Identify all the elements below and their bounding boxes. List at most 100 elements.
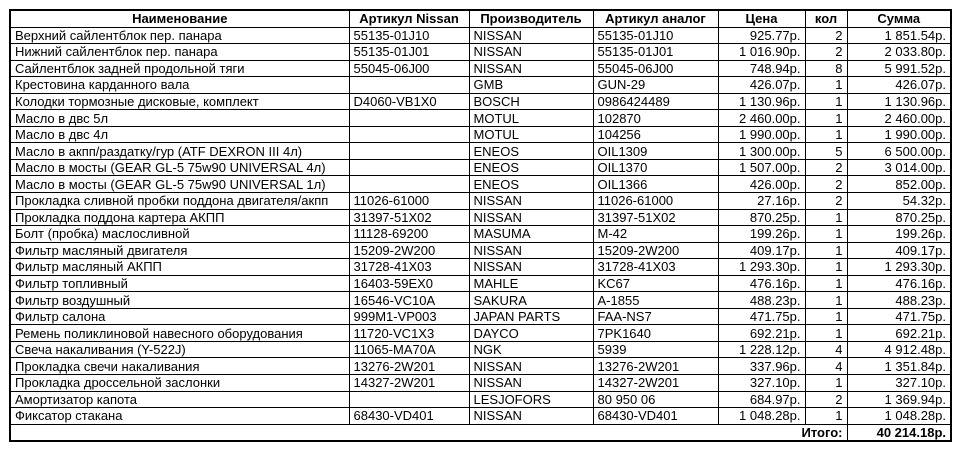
cell-name: Фильтр топливный [9,274,350,293]
cell-manufacturer: DAYCO [468,324,594,342]
table-row: Фильтр салона 999M1-VP003 JAPAN PARTS FAA-N… [9,307,952,326]
cell-qty: 1 [804,109,848,127]
cell-manufacturer: MASUMA [468,225,594,243]
cell-name: Крестовина карданного вала [9,76,350,94]
cell-price: 1 016.90р. [717,43,806,61]
cell-manufacturer: LESJOFORS [468,390,594,409]
cell-article-nissan: 31728-41X03 [348,258,470,276]
table-row: Колодки тормозные дисковые, комплект D406… [9,92,952,111]
column-header-article-analog: Артикул аналог [592,9,719,28]
cell-manufacturer: MOTUL [468,109,594,127]
cell-price: 199.26р. [717,225,806,243]
cell-article-analog: 80 950 06 [592,390,719,409]
cell-sum: 1 990.00р. [846,125,952,144]
cell-article-nissan: 11128-69200 [348,225,470,243]
cell-article-nissan: 16403-59EX0 [348,274,470,293]
column-header-article-nissan: Артикул Nissan [348,9,470,28]
table-row: Фильтр масляный двигателя 15209-2W200 NISS… [9,241,952,260]
table-row: Свеча накаливания (Y-522J) 11065-MA70A NGK… [9,340,952,359]
table-row: Сайлентблок задней продольной тяги 55045-… [9,59,952,78]
cell-price: 426.00р. [717,175,806,194]
cell-name: Ремень поликлиновой навесного оборудован… [9,324,350,342]
cell-article-analog: 31397-51X02 [592,208,719,227]
cell-price: 27.16р. [717,192,806,210]
cell-name: Амортизатор капота [9,390,350,409]
cell-sum: 6 500.00р. [846,142,952,160]
table-row: Масло в мосты (GEAR GL-5 75w90 UNIVERSAL… [9,175,952,194]
cell-qty: 4 [804,357,848,376]
cell-name: Прокладка сливной пробки поддона двигате… [9,192,350,210]
cell-price: 409.17р. [717,241,806,260]
cell-manufacturer: NISSAN [468,374,594,392]
table-row: Масло в мосты (GEAR GL-5 75w90 UNIVERSAL… [9,158,952,177]
table-row: Прокладка свечи накаливания 13276-2W201 NI… [9,357,952,376]
cell-name: Верхний сайлентблок пер. панара [9,26,350,45]
cell-manufacturer: NISSAN [468,357,594,376]
cell-price: 488.23р. [717,291,806,309]
cell-price: 1 228.12р. [717,340,806,359]
cell-sum: 409.17р. [846,241,952,260]
cell-sum: 471.75р. [846,307,952,326]
cell-price: 2 460.00р. [717,109,806,127]
cell-qty: 1 [804,258,848,276]
table-row: Фильтр воздушный 16546-VC10A SAKURA A-1855 4… [9,291,952,309]
cell-article-analog: 14327-2W201 [592,374,719,392]
cell-article-nissan: 11720-VC1X3 [348,324,470,342]
cell-article-analog: A-1855 [592,291,719,309]
cell-price: 327.10р. [717,374,806,392]
cell-manufacturer: MAHLE [468,274,594,293]
cell-article-nissan: 13276-2W201 [348,357,470,376]
cell-article-analog: 5939 [592,340,719,359]
cell-sum: 2 460.00р. [846,109,952,127]
cell-name: Прокладка свечи накаливания [9,357,350,376]
cell-price: 1 048.28р. [717,407,806,425]
table-row: Болт (пробка) маслосливной 11128-69200 MAS… [9,225,952,243]
cell-article-nissan [348,142,470,160]
cell-article-analog: GUN-29 [592,76,719,94]
cell-article-nissan [348,125,470,144]
parts-price-table: Наименование Артикул Nissan Производитель А… [9,9,952,443]
total-row: Итого: 40 214.18р. [9,423,952,442]
cell-sum: 2 033.80р. [846,43,952,61]
column-header-name: Наименование [9,9,350,28]
cell-price: 692.21р. [717,324,806,342]
cell-price: 426.07р. [717,76,806,94]
cell-article-analog: OIL1370 [592,158,719,177]
cell-article-nissan: 16546-VC10A [348,291,470,309]
cell-price: 337.96р. [717,357,806,376]
cell-qty: 1 [804,407,848,425]
cell-manufacturer: NGK [468,340,594,359]
table-row: Верхний сайлентблок пер. панара 55135-01J… [9,26,952,45]
cell-price: 1 507.00р. [717,158,806,177]
cell-manufacturer: MOTUL [468,125,594,144]
column-header-sum: Сумма [846,9,952,28]
cell-name: Фильтр масляный АКПП [9,258,350,276]
cell-qty: 1 [804,324,848,342]
cell-price: 1 293.30р. [717,258,806,276]
table-row: Прокладка дроссельной заслонки 14327-2W20… [9,374,952,392]
cell-qty: 1 [804,374,848,392]
table-row: Прокладка сливной пробки поддона двигате… [9,192,952,210]
cell-price: 748.94р. [717,59,806,78]
cell-manufacturer: GMB [468,76,594,94]
cell-article-analog: OIL1366 [592,175,719,194]
cell-article-analog: 104256 [592,125,719,144]
cell-article-analog: 102870 [592,109,719,127]
cell-name: Нижний сайлентблок пер. панара [9,43,350,61]
cell-qty: 1 [804,241,848,260]
column-header-manufacturer: Производитель [468,9,594,28]
cell-name: Масло в двс 5л [9,109,350,127]
cell-qty: 1 [804,76,848,94]
table-row: Фильтр топливный 16403-59EX0 MAHLE KC67 476.… [9,274,952,293]
cell-article-nissan: 55045-06J00 [348,59,470,78]
cell-sum: 476.16р. [846,274,952,293]
cell-qty: 1 [804,307,848,326]
cell-article-analog: OIL1309 [592,142,719,160]
cell-qty: 1 [804,92,848,111]
cell-price: 925.77р. [717,26,806,45]
cell-article-analog: 7PK1640 [592,324,719,342]
cell-article-analog: 31728-41X03 [592,258,719,276]
cell-manufacturer: NISSAN [468,241,594,260]
cell-price: 1 300.00р. [717,142,806,160]
cell-name: Фильтр масляный двигателя [9,241,350,260]
